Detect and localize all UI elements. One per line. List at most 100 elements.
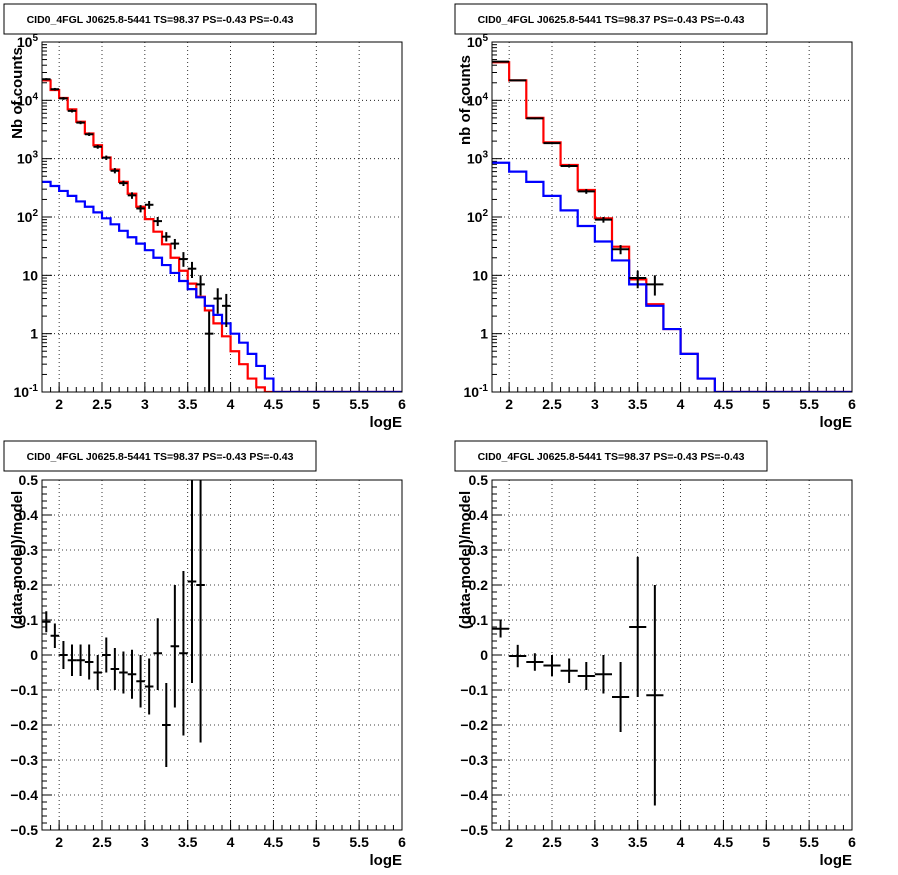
chart-panel-2: 2 2.5 3 3.5 4 4.5 5 5.5 6 10-1 1 10 102 103 104 105 CID0… [454, 3, 856, 431]
chart-title: CID0_4FGL J0625.8-5441 TS=98.37 PS=-0.43… [27, 451, 294, 463]
y-tick-label: −0.3 [460, 752, 488, 768]
y-tick-label: −0.4 [10, 787, 38, 803]
x-tick-label: 2.5 [542, 396, 562, 412]
x-tick-label: 4 [227, 396, 235, 412]
y-tick-label: −0.2 [460, 717, 488, 733]
x-tick-label: 3.5 [178, 834, 198, 850]
x-tick-label: 5.5 [799, 396, 819, 412]
model-component-series [42, 180, 402, 392]
plot-frame [491, 479, 853, 831]
data-layer [42, 78, 402, 392]
x-axis-label: logE [820, 414, 853, 431]
y-tick-label: −0.1 [460, 682, 488, 698]
x-tick-label: 5.5 [349, 834, 369, 850]
x-tick-label: 3 [141, 396, 149, 412]
x-tick-label: 5 [762, 834, 770, 850]
x-tick-label: 3.5 [178, 396, 198, 412]
y-tick-label: 10-1 [464, 383, 489, 400]
y-tick-label: −0.5 [10, 822, 38, 838]
y-tick-label: 1 [480, 326, 488, 342]
y-tick-label: 0.1 [19, 612, 39, 628]
x-tick-label: 6 [848, 834, 856, 850]
x-tick-label: 2 [55, 834, 63, 850]
plot-frame [491, 41, 853, 393]
y-tick-label: 0.5 [19, 472, 39, 488]
x-tick-label: 4.5 [264, 834, 284, 850]
data-layer [42, 480, 205, 767]
y-tick-label: −0.5 [460, 822, 488, 838]
y-tick-label: −0.4 [460, 787, 488, 803]
x-tick-label: 4 [677, 834, 685, 850]
x-tick-label: 2 [505, 396, 513, 412]
x-axis-label: logE [370, 414, 403, 431]
title-box [3, 440, 317, 472]
x-tick-label: 3 [591, 834, 599, 850]
x-tick-label: 4 [227, 834, 235, 850]
y-tick-label: 10-1 [14, 383, 39, 400]
y-tick-label: 103 [17, 150, 39, 167]
x-tick-label: 5.5 [799, 834, 819, 850]
title-box [3, 3, 317, 35]
x-tick-label: 4.5 [714, 834, 734, 850]
y-tick-label: −0.2 [10, 717, 38, 733]
y-tick-label: 0.5 [469, 472, 489, 488]
y-tick-label: 0.4 [19, 507, 39, 523]
plot-frame [41, 41, 403, 393]
chart-title: CID0_4FGL J0625.8-5441 TS=98.37 PS=-0.43… [27, 14, 294, 26]
y-tick-label: 102 [17, 208, 39, 225]
y-tick-label: 103 [467, 150, 489, 167]
x-tick-label: 6 [398, 396, 406, 412]
chart-panel-3: 2 2.5 3 3.5 4 4.5 5 5.5 6 −0.5 −0.4 −0.3 −0.2 −0.1 0 0.… [3, 440, 406, 869]
x-tick-label: 2 [55, 396, 63, 412]
x-tick-label: 3.5 [628, 834, 648, 850]
x-tick-label: 5 [312, 834, 320, 850]
x-axis-label: logE [820, 852, 853, 869]
chart-title: CID0_4FGL J0625.8-5441 TS=98.37 PS=-0.43… [478, 451, 745, 463]
y-tick-label: 105 [467, 33, 489, 50]
y-tick-label: 0.3 [19, 542, 39, 558]
x-tick-label: 4.5 [714, 396, 734, 412]
x-tick-label: 3 [591, 396, 599, 412]
model-total-series [492, 61, 852, 392]
chart-panel-1: 2 2.5 3 3.5 4 4.5 5 5.5 6 10-1 1 10 102 103 104 105 CID0… [3, 3, 406, 431]
x-axis-label: logE [370, 852, 403, 869]
y-tick-label: 0.4 [469, 507, 489, 523]
x-tick-label: 2.5 [542, 834, 562, 850]
y-tick-label: 105 [17, 33, 39, 50]
plot-frame [41, 479, 403, 831]
x-tick-label: 2 [505, 834, 513, 850]
y-tick-label: −0.3 [10, 752, 38, 768]
x-tick-label: 2.5 [92, 396, 112, 412]
x-tick-label: 5.5 [349, 396, 369, 412]
x-tick-label: 5 [312, 396, 320, 412]
y-tick-label: −0.1 [10, 682, 38, 698]
y-axis-label: nb of counts [457, 55, 474, 145]
y-tick-label: 1 [30, 326, 38, 342]
title-box [454, 3, 768, 35]
x-tick-label: 3 [141, 834, 149, 850]
x-tick-label: 4 [677, 396, 685, 412]
y-tick-label: 0.2 [469, 577, 489, 593]
y-tick-label: 0 [480, 647, 488, 663]
y-tick-label: 104 [467, 91, 489, 108]
y-tick-label: 104 [17, 91, 39, 108]
chart-panel-4: 2 2.5 3 3.5 4 4.5 5 5.5 6 −0.5 −0.4 −0.3 −0.2 −0.1 0 0.… [454, 440, 856, 869]
y-tick-label: 0 [30, 647, 38, 663]
title-box [454, 440, 768, 472]
x-tick-label: 6 [848, 396, 856, 412]
y-tick-label: 0.2 [19, 577, 39, 593]
y-axis-label: (data-model)/model [9, 491, 26, 629]
y-axis-label: (data-model)/model [457, 491, 474, 629]
data-layer [492, 557, 664, 806]
x-tick-label: 3.5 [628, 396, 648, 412]
y-tick-label: 10 [472, 267, 488, 283]
x-tick-label: 6 [398, 834, 406, 850]
y-tick-label: 102 [467, 208, 489, 225]
y-tick-label: 0.1 [469, 612, 489, 628]
y-tick-label: 0.3 [469, 542, 489, 558]
x-tick-label: 2.5 [92, 834, 112, 850]
x-tick-label: 4.5 [264, 396, 284, 412]
y-axis-label: Nb of counts [9, 47, 26, 139]
chart-title: CID0_4FGL J0625.8-5441 TS=98.37 PS=-0.43… [478, 14, 745, 26]
